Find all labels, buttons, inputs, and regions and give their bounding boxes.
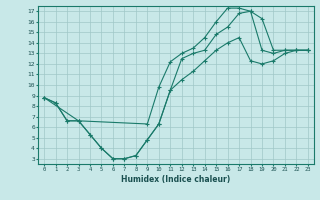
X-axis label: Humidex (Indice chaleur): Humidex (Indice chaleur): [121, 175, 231, 184]
